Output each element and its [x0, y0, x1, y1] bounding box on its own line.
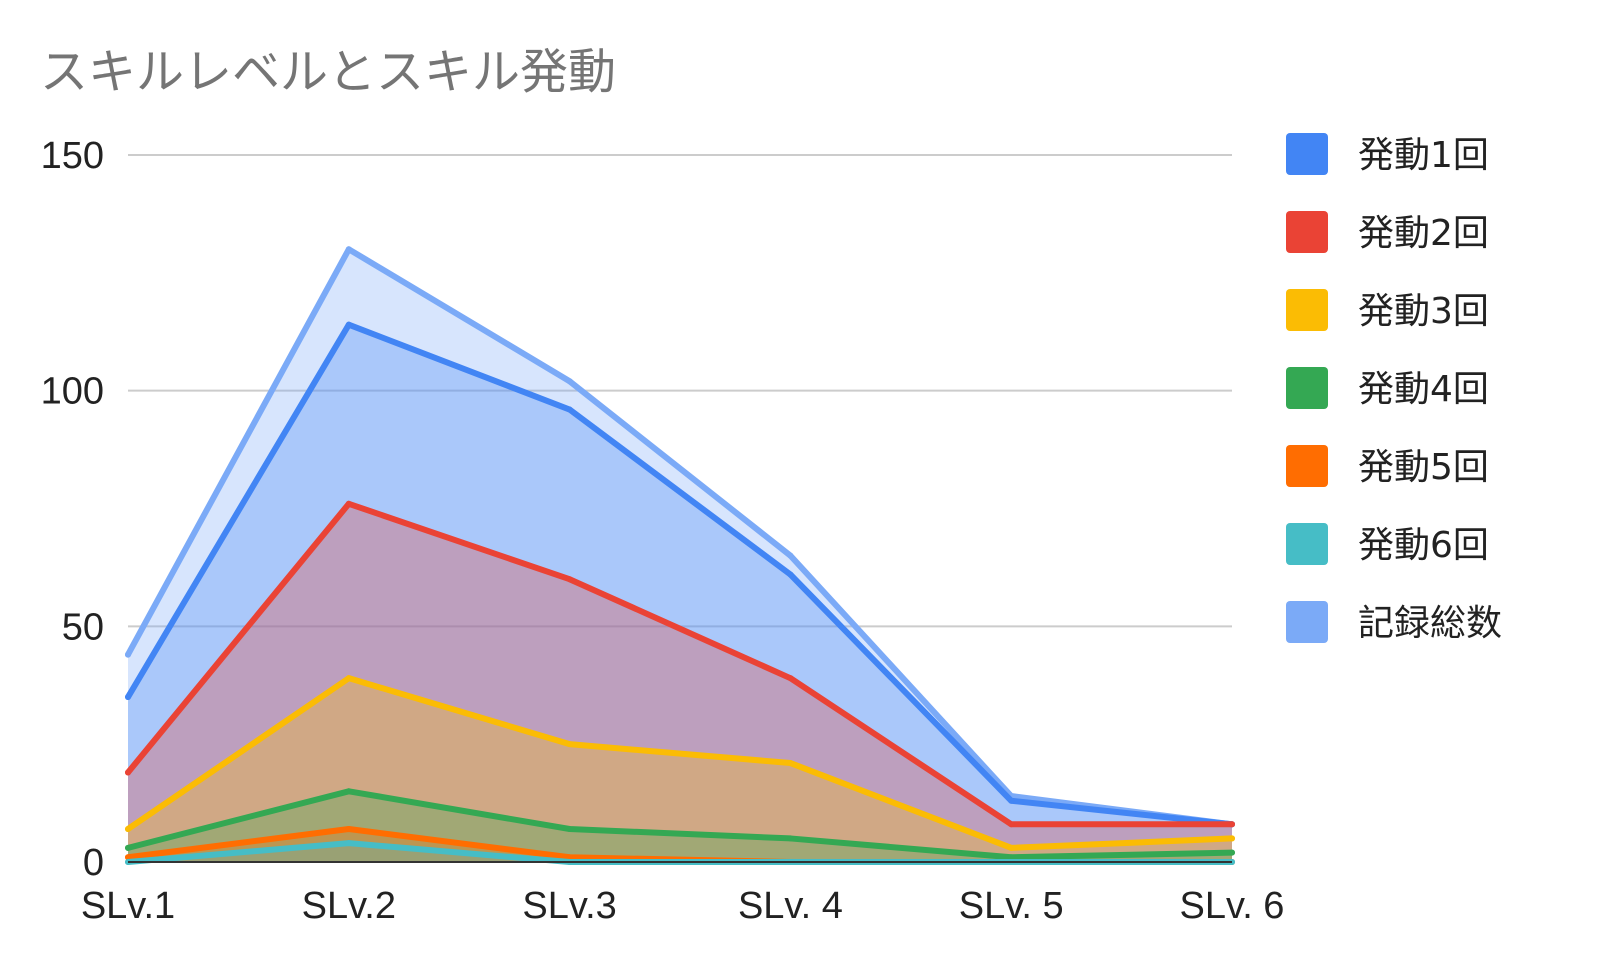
legend-label: 記録総数 — [1358, 603, 1502, 644]
x-tick-label: SLv.3 — [522, 885, 616, 927]
point-series-2-2 — [345, 500, 352, 507]
axis-layer: 0 50 100 150 SLv.1 SLv.2 SLv.3 SLv. 4 SLv. 5 SLv.… — [41, 135, 1285, 927]
line-series-4 — [125, 788, 1235, 861]
point-series-4-2 — [345, 788, 352, 795]
area-series-1 — [128, 324, 1232, 862]
chart-title: スキルレベルとスキル発動 — [40, 44, 616, 100]
point-series-5-1 — [125, 854, 131, 861]
area-series-4 — [128, 791, 1232, 862]
point-series-7-2 — [345, 246, 352, 253]
point-series-3-1 — [125, 826, 131, 833]
point-series-3-4 — [787, 760, 794, 767]
line-series-2 — [125, 500, 1235, 828]
legend-label: 発動4回 — [1358, 369, 1489, 410]
legend-label: 発動1回 — [1358, 135, 1489, 176]
point-series-4-1 — [125, 844, 131, 851]
legend-item-6: 発動6回 — [1286, 523, 1489, 566]
point-series-7-3 — [566, 378, 573, 385]
legend-label: 発動2回 — [1358, 213, 1489, 254]
point-series-3-6 — [1229, 835, 1235, 842]
area-series-6 — [128, 843, 1232, 862]
point-series-1-4 — [787, 571, 794, 578]
legend-swatch — [1286, 601, 1328, 643]
point-series-3-3 — [566, 741, 573, 748]
x-tick-label: SLv.1 — [81, 885, 175, 927]
legend-swatch — [1286, 367, 1328, 409]
y-tick-label: 0 — [83, 842, 104, 884]
area-series-7 — [128, 249, 1232, 862]
line-series-3 — [125, 675, 1235, 851]
point-series-2-1 — [125, 769, 131, 776]
legend-item-3: 発動3回 — [1286, 289, 1489, 332]
line-series-7 — [125, 246, 1235, 828]
x-tick-label: SLv.2 — [302, 885, 396, 927]
point-series-1-5 — [1008, 797, 1015, 804]
x-tick-label: SLv. 6 — [1180, 885, 1285, 927]
legend-swatch — [1286, 523, 1328, 565]
point-series-4-5 — [1008, 854, 1015, 861]
point-series-2-6 — [1229, 821, 1235, 828]
y-tick-label: 100 — [41, 371, 104, 413]
legend-label: 発動6回 — [1358, 525, 1489, 566]
legend-item-7: 記録総数 — [1286, 601, 1502, 644]
legend-label: 発動3回 — [1358, 291, 1489, 332]
point-series-4-6 — [1229, 849, 1235, 856]
legend-item-5: 発動5回 — [1286, 445, 1489, 488]
area-series-3 — [128, 678, 1232, 862]
y-tick-label: 50 — [62, 606, 104, 648]
point-series-4-3 — [566, 826, 573, 833]
area-series-2 — [128, 503, 1232, 862]
point-series-2-5 — [1008, 821, 1015, 828]
legend-label: 発動5回 — [1358, 447, 1489, 488]
y-tick-label: 150 — [41, 135, 104, 177]
line-layer — [125, 246, 1235, 865]
point-series-7-4 — [787, 552, 794, 559]
legend-item-1: 発動1回 — [1286, 133, 1489, 176]
legend-item-2: 発動2回 — [1286, 211, 1489, 254]
legend-item-4: 発動4回 — [1286, 367, 1489, 410]
point-series-4-4 — [787, 835, 794, 842]
legend-swatch — [1286, 289, 1328, 331]
point-series-2-3 — [566, 576, 573, 583]
point-series-3-2 — [345, 675, 352, 682]
point-series-5-3 — [566, 854, 573, 861]
x-tick-label: SLv. 4 — [738, 885, 843, 927]
point-series-1-3 — [566, 406, 573, 413]
point-series-5-2 — [345, 826, 352, 833]
point-series-1-2 — [345, 321, 352, 328]
legend-swatch — [1286, 133, 1328, 175]
area-layer — [128, 249, 1232, 862]
point-series-3-5 — [1008, 844, 1015, 851]
point-series-2-4 — [787, 675, 794, 682]
point-series-1-1 — [125, 694, 131, 701]
legend-swatch — [1286, 211, 1328, 253]
point-series-7-1 — [125, 651, 131, 658]
x-tick-label: SLv. 5 — [959, 885, 1064, 927]
legend-swatch — [1286, 445, 1328, 487]
line-series-1 — [125, 321, 1235, 828]
point-series-6-2 — [345, 840, 352, 847]
